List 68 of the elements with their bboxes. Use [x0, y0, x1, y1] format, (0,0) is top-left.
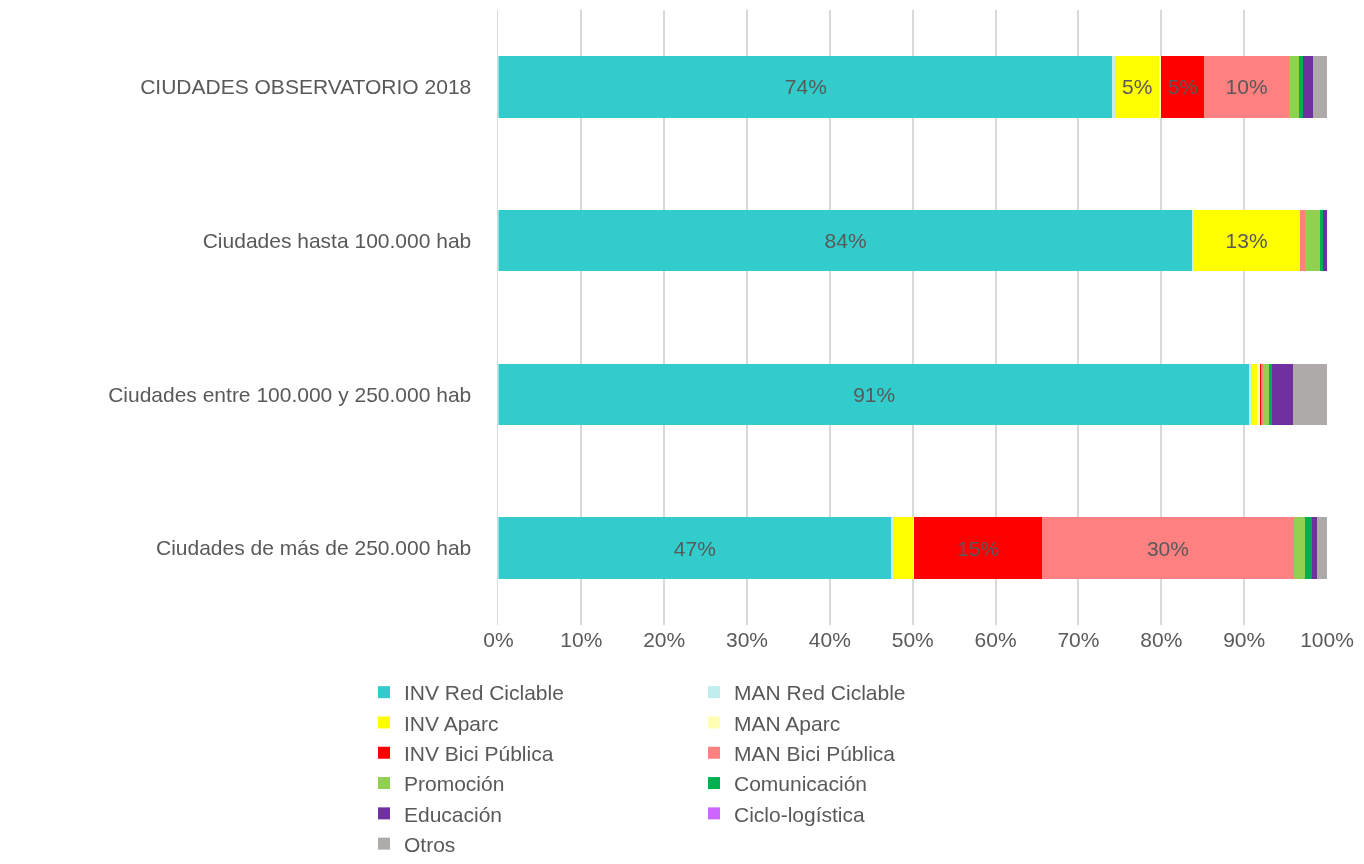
- bar: [1193, 209, 1300, 272]
- legend-label: INV Aparc: [403, 711, 499, 735]
- legend-label: Promoción: [403, 772, 505, 796]
- bar: [1269, 363, 1273, 426]
- x-tick-label: 80%: [1140, 628, 1183, 651]
- x-tick-label: 50%: [891, 628, 934, 651]
- bar: [1263, 363, 1269, 426]
- bar: [1317, 517, 1327, 579]
- data-label: 84%: [824, 229, 867, 253]
- y-tick-label: Ciudades hasta 100.000 hab: [202, 228, 472, 252]
- x-tick-label: 60%: [974, 628, 1017, 651]
- legend-label: MAN Red Ciclable: [733, 681, 906, 705]
- legend-label: Educación: [403, 802, 503, 826]
- x-tick-label: 100%: [1300, 628, 1354, 651]
- data-label: 5%: [1167, 75, 1199, 99]
- bar: [1159, 56, 1162, 118]
- data-label: 91%: [853, 382, 896, 406]
- bar: [1293, 517, 1305, 579]
- legend-label: Ciclo-logística: [733, 802, 865, 826]
- bar: [1305, 209, 1320, 272]
- legend-label: MAN Aparc: [733, 711, 841, 735]
- x-tick-label: 70%: [1057, 628, 1100, 651]
- legend-label: Otros: [403, 832, 456, 856]
- bar: [1250, 363, 1257, 426]
- bar: [1204, 56, 1289, 118]
- bar: [1272, 363, 1294, 426]
- x-tick-label: 10%: [560, 628, 603, 651]
- bar: [1302, 56, 1313, 118]
- y-tick-label: CIUDADES OBSERVATORIO 2018: [140, 75, 472, 99]
- bar: [1041, 517, 1294, 579]
- data-label: 47%: [673, 536, 716, 560]
- bar: [893, 517, 914, 579]
- data-label: 30%: [1146, 536, 1189, 560]
- y-tick-label: Ciudades entre 100.000 y 250.000 hab: [108, 382, 472, 406]
- x-tick-label: 30%: [726, 628, 769, 651]
- bar: [498, 56, 1114, 118]
- legend-label: INV Bici Pública: [403, 741, 554, 765]
- bar: [1192, 209, 1195, 272]
- data-label: 10%: [1225, 75, 1268, 99]
- legend-label: INV Red Ciclable: [403, 681, 564, 705]
- x-tick-label: 20%: [643, 628, 686, 651]
- bar: [914, 517, 1042, 579]
- x-tick-label: 40%: [808, 628, 851, 651]
- legend-label: MAN Bici Pública: [733, 741, 896, 765]
- bar: [1312, 56, 1327, 118]
- bar: [1249, 363, 1252, 426]
- data-label: 15%: [957, 536, 1000, 560]
- bar: [891, 517, 894, 579]
- bar: [1114, 56, 1160, 118]
- x-tick-label: 90%: [1223, 628, 1266, 651]
- bar: [1298, 56, 1303, 118]
- bar: [1112, 56, 1115, 118]
- bar: [1304, 517, 1313, 579]
- data-label: 5%: [1122, 75, 1153, 99]
- legend-label: Comunicación: [733, 772, 868, 796]
- bar: [1293, 363, 1327, 426]
- x-tick-label: 0%: [483, 628, 514, 651]
- data-label: 74%: [784, 75, 827, 99]
- bar: [1312, 517, 1318, 579]
- bar: [1322, 209, 1327, 272]
- bar: [1161, 56, 1205, 118]
- y-tick-label: Ciudades de más de 250.000 hab: [156, 536, 472, 560]
- bar: [1288, 56, 1299, 118]
- bar: [498, 363, 1250, 426]
- bar: [498, 209, 1193, 272]
- bar: [498, 517, 892, 579]
- data-label: 13%: [1225, 229, 1268, 253]
- bar: [1319, 209, 1323, 272]
